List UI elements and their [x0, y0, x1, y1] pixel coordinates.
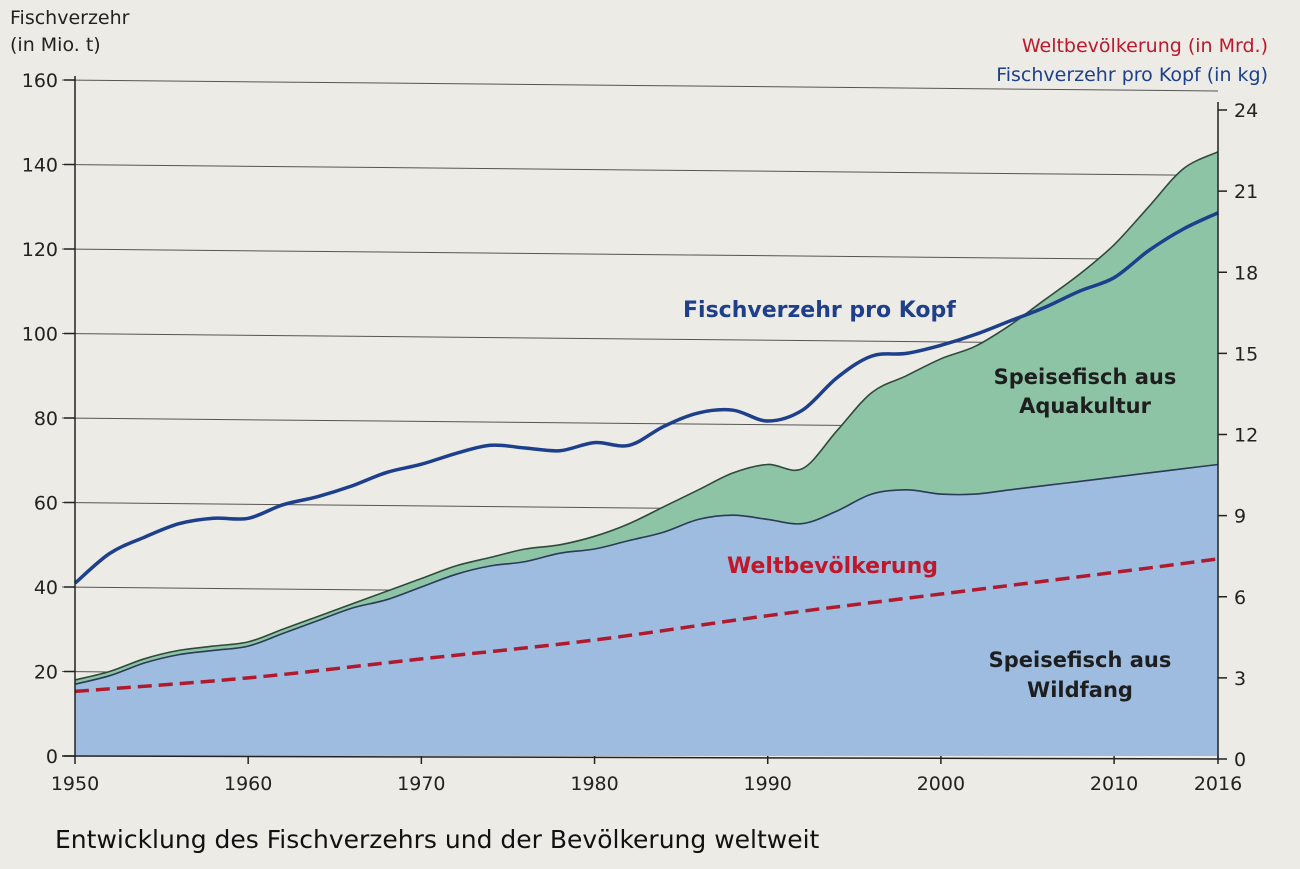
annotation-wild-line1: Speisefisch aus: [989, 648, 1172, 672]
left-tick-label: 40: [34, 577, 58, 599]
tick-labels: 0 20 40 60 80 100 120 140 160 0 3 6 9 12 15 18 21 24 1950 1…: [22, 70, 1258, 795]
x-tick-label: 2000: [917, 773, 965, 795]
right-tick-label: 18: [1234, 262, 1258, 284]
gridline: [61, 248, 1219, 261]
left-axis-label-line1: Fischverzehr: [10, 7, 130, 29]
chart-title: Entwicklung des Fischverzehrs und der Be…: [55, 825, 820, 854]
x-tick-label: 1970: [397, 773, 445, 795]
right-tick-label: 24: [1234, 100, 1258, 122]
x-tick-label: 1960: [224, 773, 272, 795]
left-tick-label: 20: [34, 662, 58, 684]
gridline: [61, 79, 1219, 92]
left-tick-label: 60: [34, 493, 58, 515]
left-tick-label: 80: [34, 408, 58, 430]
annotation-aqua-line1: Speisefisch aus: [994, 365, 1177, 389]
population-line: [74, 557, 1219, 694]
wild-catch-top-line: [74, 463, 1219, 685]
annotation-per-capita: Fischverzehr pro Kopf: [683, 298, 956, 323]
right-tick-label: 0: [1234, 749, 1246, 771]
legend-per-capita: Fischverzehr pro Kopf (in kg): [996, 64, 1268, 86]
left-axis-label-line2: (in Mio. t): [10, 34, 101, 56]
x-axis-line: [61, 755, 1219, 760]
x-tick-label: 2010: [1090, 773, 1138, 795]
right-tick-label: 15: [1234, 343, 1258, 365]
x-tick-label: 1950: [51, 773, 99, 795]
x-tick-label: 1980: [570, 773, 618, 795]
annotation-population: Weltbevölkerung: [727, 554, 938, 579]
x-tick-label: 1990: [744, 773, 792, 795]
legend-population: Weltbevölkerung (in Mrd.): [1022, 35, 1268, 57]
right-tick-label: 9: [1234, 506, 1246, 528]
per-capita-line: [73, 211, 1219, 585]
left-tick-label: 100: [22, 324, 58, 346]
right-tick-label: 12: [1234, 425, 1258, 447]
gridlines: [61, 79, 1219, 683]
area-aquaculture: [75, 151, 1218, 685]
right-tick-label: 3: [1234, 668, 1246, 690]
left-tick-label: 0: [46, 746, 58, 768]
left-tick-label: 140: [22, 155, 58, 177]
right-tick-label: 6: [1234, 587, 1246, 609]
gridline: [61, 164, 1219, 176]
left-tick-label: 120: [22, 239, 58, 261]
axes: [61, 76, 1227, 764]
left-tick-label: 160: [22, 70, 58, 92]
x-tick-label: 2016: [1194, 773, 1242, 795]
area-wild-catch: [75, 464, 1218, 756]
right-tick-label: 21: [1234, 181, 1258, 203]
annotation-aqua-line2: Aquakultur: [1019, 394, 1152, 418]
annotation-wild-line2: Wildfang: [1027, 678, 1133, 702]
